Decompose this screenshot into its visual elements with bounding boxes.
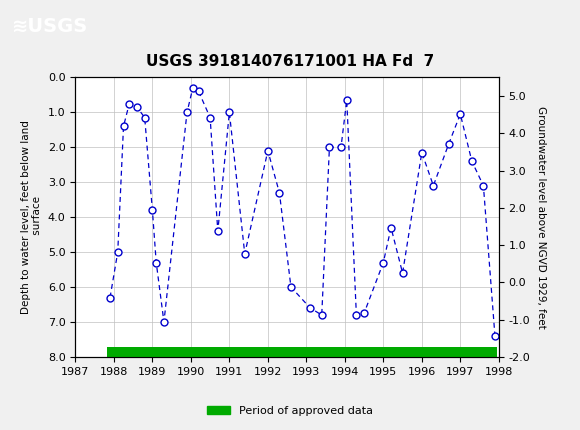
Text: USGS 391814076171001 HA Fd  7: USGS 391814076171001 HA Fd 7	[146, 54, 434, 69]
Y-axis label: Groundwater level above NGVD 1929, feet: Groundwater level above NGVD 1929, feet	[536, 106, 546, 329]
Legend: Period of approved data: Period of approved data	[203, 401, 377, 420]
Text: ≋USGS: ≋USGS	[12, 16, 88, 35]
Bar	[107, 347, 497, 356]
Y-axis label: Depth to water level, feet below land
 surface: Depth to water level, feet below land su…	[21, 120, 42, 314]
